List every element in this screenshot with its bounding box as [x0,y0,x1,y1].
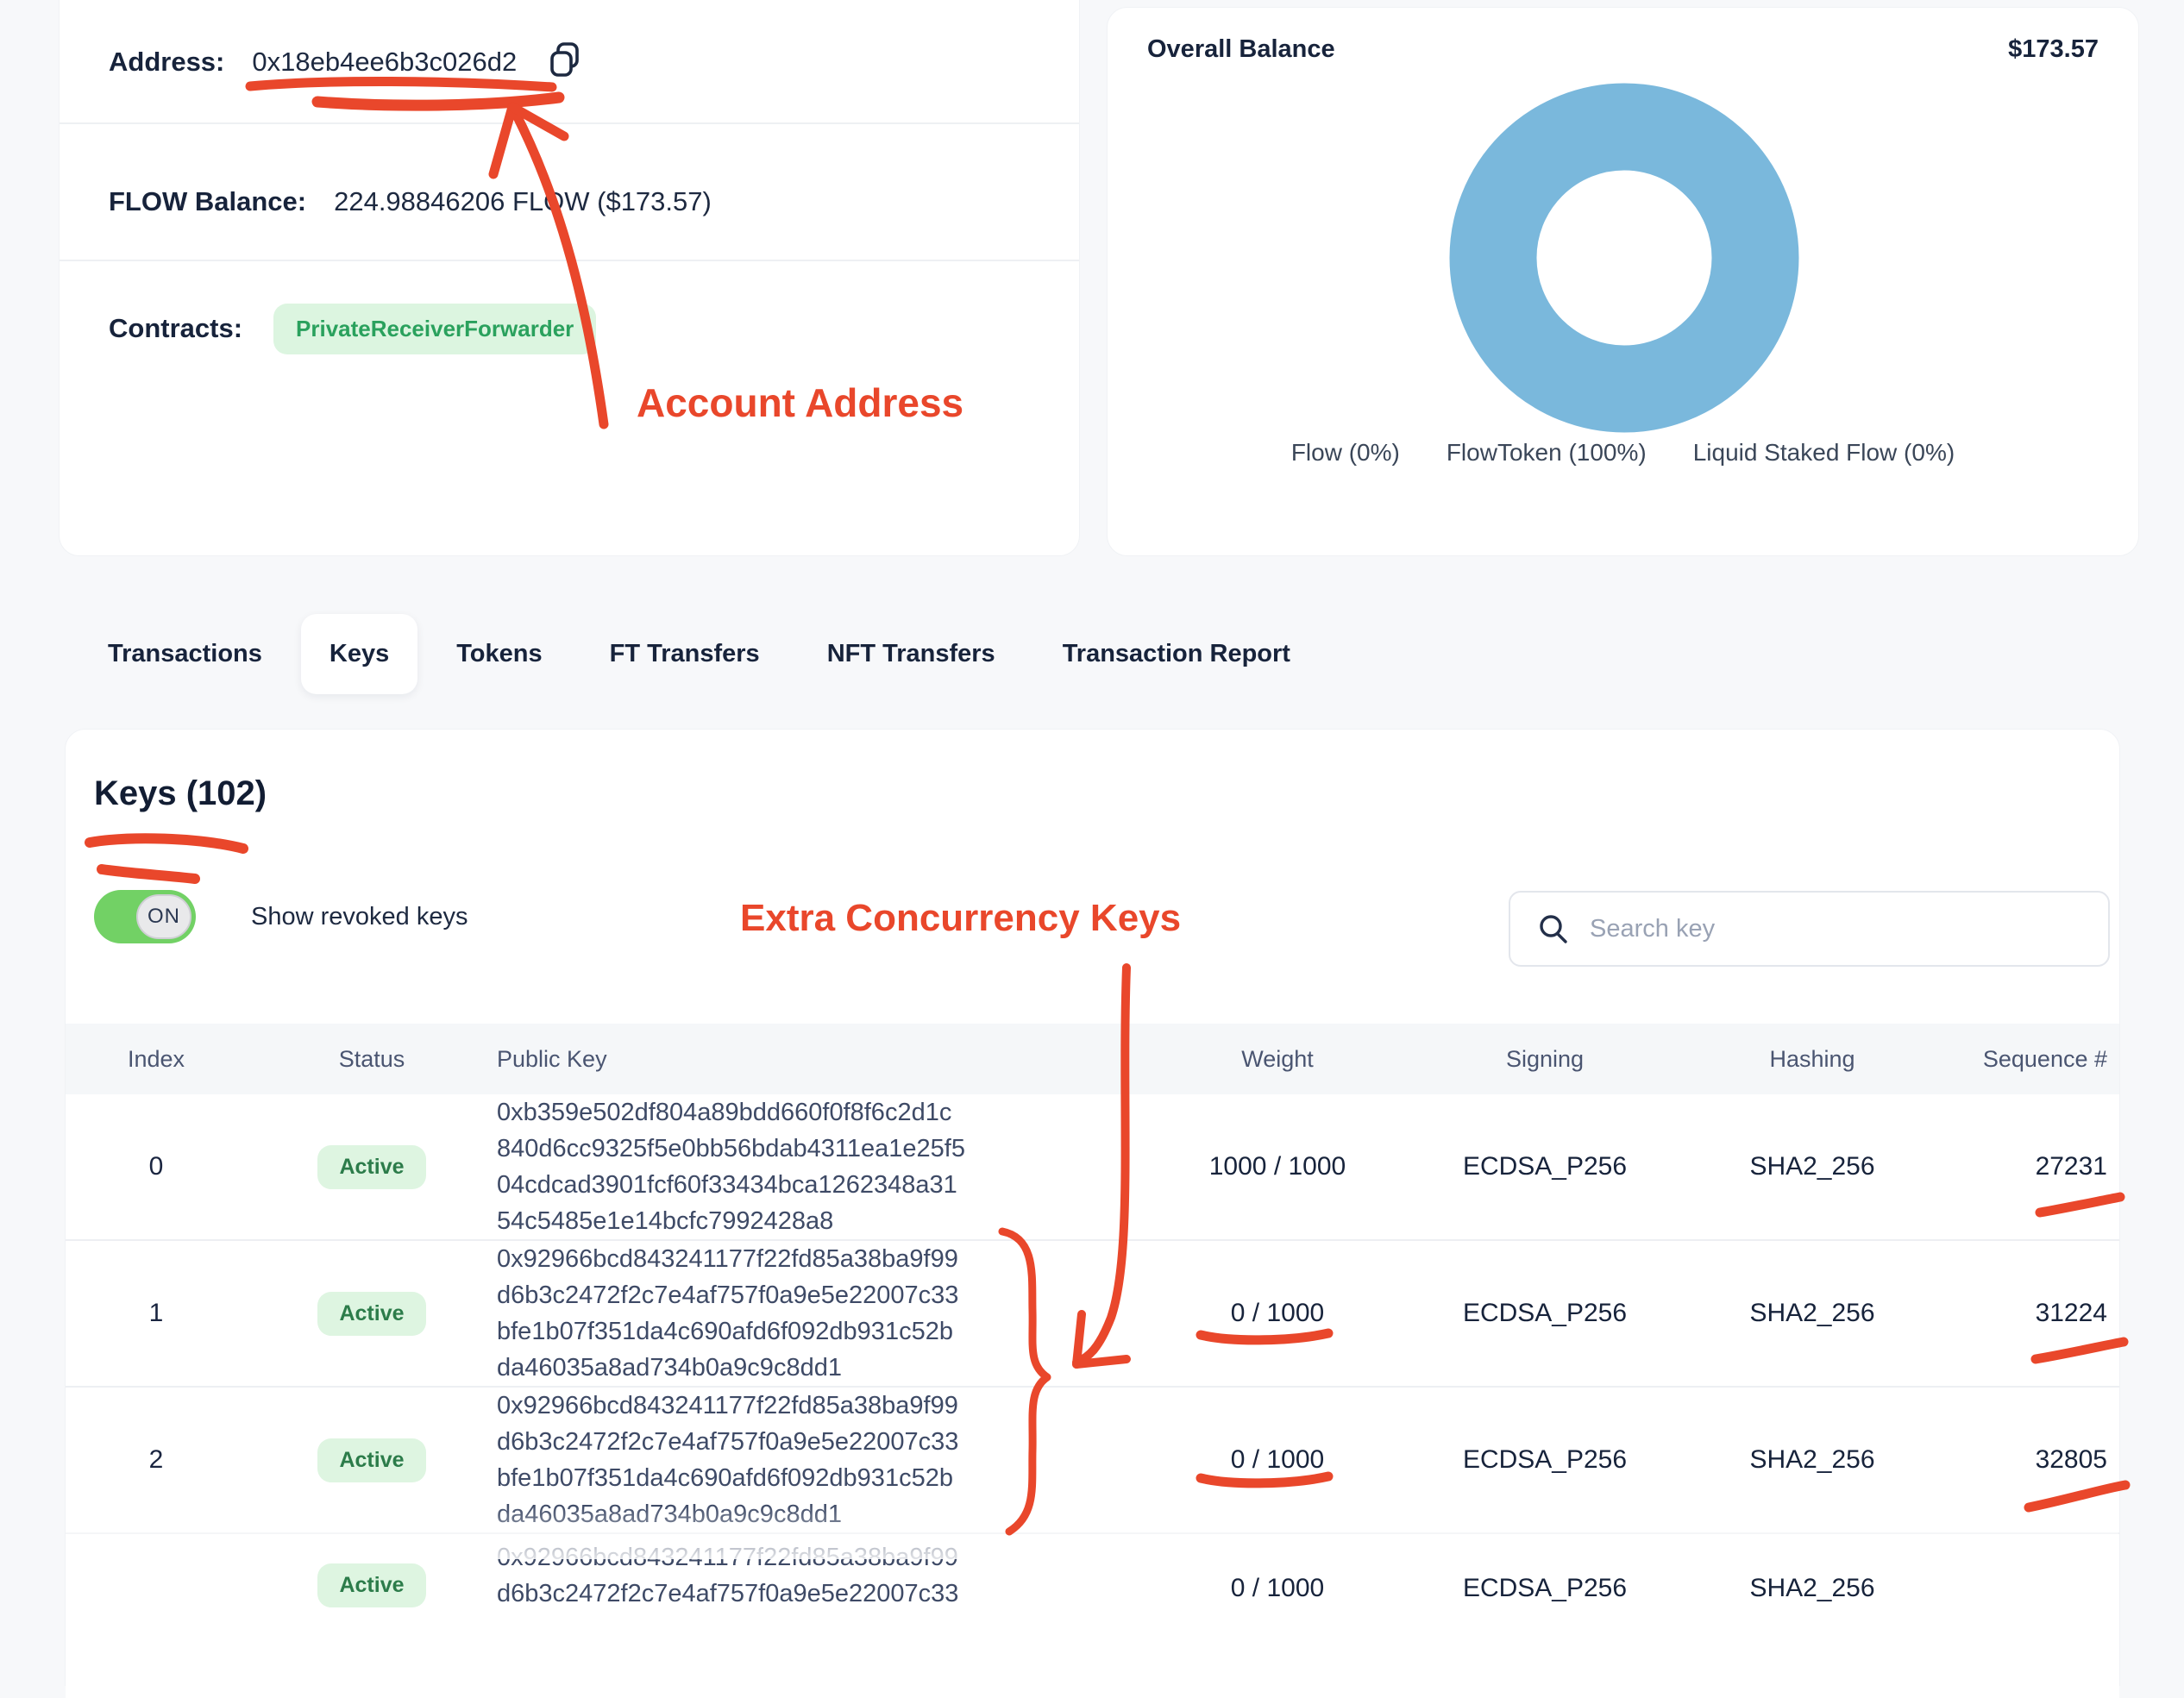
key-hashing: SHA2_256 [1749,1445,1875,1474]
tab-ft-transfers[interactable]: FT Transfers [609,640,760,667]
account-tabs: Transactions Keys Tokens FT Transfers NF… [79,614,1319,694]
flow-balance-row: FLOW Balance: 224.98846206 FLOW ($173.57… [109,143,1045,260]
divider [60,122,1079,124]
status-badge: Active [317,1291,426,1336]
tab-tokens[interactable]: Tokens [456,640,543,667]
toggle-knob[interactable]: ON [136,894,191,939]
tab-keys[interactable]: Keys [300,614,418,694]
key-sequence: 31224 [2035,1299,2107,1327]
balance-total-usd: $173.57 [2008,35,2099,63]
address-label: Address: [109,46,225,77]
status-badge: Active [317,1563,426,1607]
legend-item-flow[interactable]: Flow (0%) [1290,439,1400,466]
balance-donut-chart [1447,81,1801,435]
balance-card-title: Overall Balance [1147,35,1335,63]
header-sequence: Sequence # [1982,1045,2107,1072]
copy-icon [544,39,586,85]
key-hashing: SHA2_256 [1749,1299,1875,1327]
flow-balance-label: FLOW Balance: [109,185,307,216]
key-weight: 0 / 1000 [1230,1299,1325,1327]
status-badge: Active [317,1144,426,1189]
table-row: 0 Active 0xb359e502df804a89bdd660f0f8f6c… [66,1094,2119,1241]
tab-transaction-report[interactable]: Transaction Report [1062,640,1290,667]
public-key: 0x92966bcd843241177f22fd85a38ba9f99 d6b3… [497,1392,959,1528]
table-row: 1 Active 0x92966bcd843241177f22fd85a38ba… [66,1241,2119,1388]
key-hashing: SHA2_256 [1749,1574,1875,1602]
search-icon [1536,912,1571,946]
copy-address-button[interactable] [543,40,587,85]
donut-segment-flowtoken [1449,83,1799,433]
key-weight: 1000 / 1000 [1208,1152,1346,1181]
key-index: 0 [148,1152,164,1181]
key-signing: ECDSA_P256 [1462,1299,1628,1327]
contract-badge[interactable]: PrivateReceiverForwarder [273,303,597,354]
key-signing: ECDSA_P256 [1462,1445,1628,1474]
table-row: 2 Active 0x92966bcd843241177f22fd85a38ba… [66,1388,2119,1534]
donut-legend: Flow (0%) FlowToken (100%) Liquid Staked… [1108,439,2138,467]
key-sequence: 27231 [2035,1152,2107,1181]
key-index: 2 [148,1445,164,1474]
key-index: 1 [148,1299,164,1327]
show-revoked-keys-toggle[interactable]: ON [94,890,196,943]
key-sequence: 32805 [2035,1445,2107,1474]
legend-item-flowtoken[interactable]: FlowToken (100%) [1446,439,1647,466]
header-weight: Weight [1241,1045,1314,1072]
show-revoked-keys-label: Show revoked keys [251,902,468,930]
header-status: Status [338,1045,405,1072]
public-key: 0xb359e502df804a89bdd660f0f8f6c2d1c 840d… [497,1099,965,1235]
contracts-row: Contracts: PrivateReceiverForwarder [109,260,1045,398]
contracts-label: Contracts: [109,313,243,343]
search-key-input[interactable] [1590,914,2038,943]
header-hashing: Hashing [1769,1045,1855,1072]
public-key: 0x92966bcd843241177f22fd85a38ba9f99 d6b3… [497,1544,959,1607]
public-key: 0x92966bcd843241177f22fd85a38ba9f99 d6b3… [497,1245,959,1382]
keys-table: Index Status Public Key Weight Signing H… [66,1024,2119,1698]
header-public-key: Public Key [497,1045,607,1072]
keys-panel: Keys (102) ON Show revoked keys Index St… [65,729,2120,1698]
account-info-card: Address: 0x18eb4ee6b3c026d2 FLOW Balance… [59,0,1080,556]
legend-item-liquid-staked-flow[interactable]: Liquid Staked Flow (0%) [1692,439,1955,466]
address-row: Address: 0x18eb4ee6b3c026d2 [109,1,1045,122]
tab-transactions[interactable]: Transactions [108,640,262,667]
flow-balance-value: 224.98846206 FLOW ($173.57) [334,185,712,216]
key-weight: 0 / 1000 [1230,1574,1325,1602]
key-signing: ECDSA_P256 [1462,1152,1628,1181]
key-search-box[interactable] [1509,891,2110,967]
keys-section-title: Keys (102) [94,774,267,812]
header-index: Index [127,1045,185,1072]
key-hashing: SHA2_256 [1749,1152,1875,1181]
status-badge: Active [317,1438,426,1482]
keys-table-header: Index Status Public Key Weight Signing H… [66,1024,2119,1094]
overall-balance-card: Overall Balance $173.57 Flow (0%) FlowTo… [1107,7,2139,556]
header-signing: Signing [1505,1045,1585,1072]
tab-nft-transfers[interactable]: NFT Transfers [826,640,995,667]
key-signing: ECDSA_P256 [1462,1574,1628,1602]
address-value: 0x18eb4ee6b3c026d2 [252,46,518,77]
key-weight: 0 / 1000 [1230,1445,1325,1474]
